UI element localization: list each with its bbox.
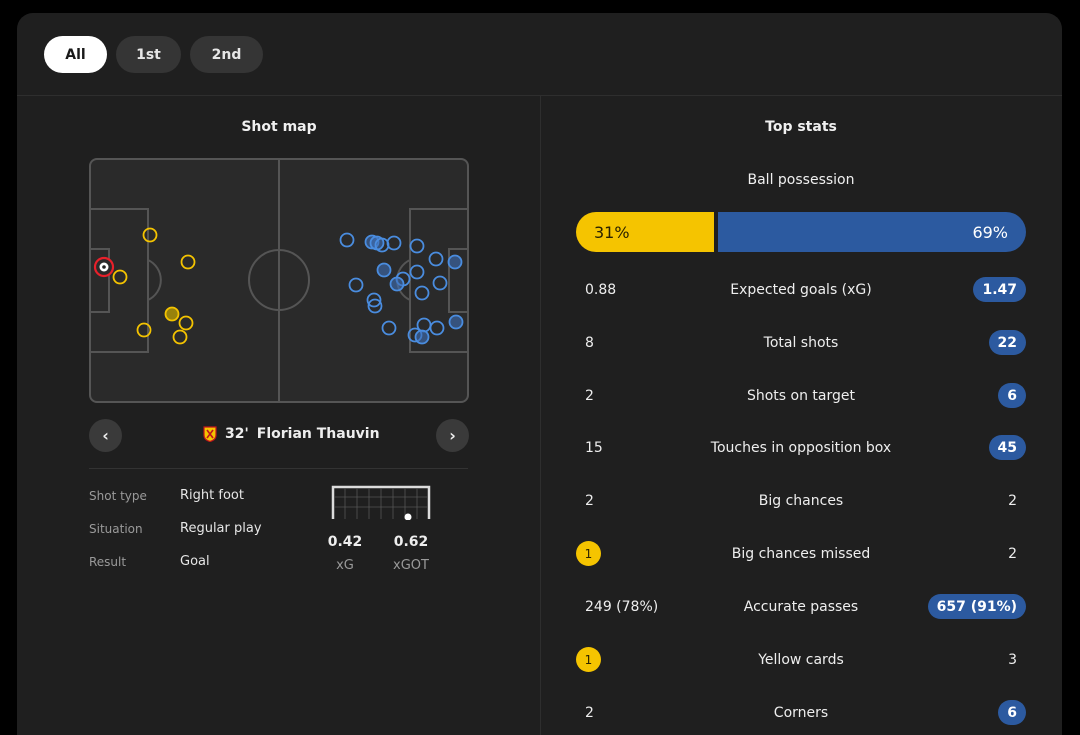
stat-row: Big chances missed 1 2 bbox=[576, 540, 1026, 568]
stat-row: Expected goals (xG) 0.88 1.47 bbox=[576, 276, 1026, 304]
away-shot-marker[interactable] bbox=[389, 276, 405, 292]
home-shots bbox=[93, 227, 196, 345]
top-stats-title: Top stats bbox=[765, 119, 837, 135]
rc-lens-badge-icon bbox=[203, 426, 217, 442]
possession-bar: 31% 69% bbox=[576, 212, 1026, 252]
xgot-value: 0.62 bbox=[393, 534, 429, 550]
stat-away-value: 657 (91%) bbox=[927, 594, 1026, 619]
stat-away-value: 6 bbox=[998, 383, 1026, 408]
stat-row: Total shots 8 22 bbox=[576, 329, 1026, 357]
possession-home: 31% bbox=[576, 212, 714, 252]
tab-first-half[interactable]: 1st bbox=[116, 36, 181, 73]
shot-map-title: Shot map bbox=[241, 119, 317, 135]
stat-label: Touches in opposition box bbox=[710, 440, 892, 456]
tab-all[interactable]: All bbox=[44, 36, 107, 73]
away-shot-marker[interactable] bbox=[409, 238, 425, 254]
goal-mouth-diagram bbox=[331, 485, 431, 520]
away-shot-marker[interactable] bbox=[414, 329, 430, 345]
stat-label: Yellow cards bbox=[758, 652, 844, 668]
column-divider bbox=[540, 95, 541, 735]
result-value: Goal bbox=[180, 554, 210, 569]
shot-minute: 32' bbox=[225, 426, 249, 442]
shot-map-pitch bbox=[89, 158, 469, 403]
stat-row: Accurate passes 249 (78%) 657 (91%) bbox=[576, 593, 1026, 621]
stat-row: Touches in opposition box 15 45 bbox=[576, 434, 1026, 462]
stat-away-value: 3 bbox=[1008, 652, 1017, 668]
xg-label: xG bbox=[336, 558, 354, 573]
shot-player-name: Florian Thauvin bbox=[256, 426, 380, 442]
stat-home-value: 2 bbox=[585, 705, 594, 721]
shot-detail-divider bbox=[89, 468, 468, 469]
stat-home-value: 249 (78%) bbox=[585, 599, 659, 615]
shot-type-label: Shot type bbox=[89, 489, 147, 503]
home-shot-marker[interactable] bbox=[112, 269, 128, 285]
stat-home-value: 1 bbox=[576, 647, 601, 672]
period-tabs: All 1st 2nd bbox=[44, 36, 263, 73]
away-shot-marker[interactable] bbox=[428, 251, 444, 267]
home-shot-marker[interactable] bbox=[180, 254, 196, 270]
stat-label: Total shots bbox=[763, 335, 839, 351]
home-shot-marker[interactable] bbox=[142, 227, 158, 243]
shot-type-value: Right foot bbox=[180, 488, 244, 503]
away-shot-marker[interactable] bbox=[414, 285, 430, 301]
stat-row: Big chances 2 2 bbox=[576, 487, 1026, 515]
stat-away-value: 2 bbox=[1008, 493, 1017, 509]
stat-away-value: 2 bbox=[1008, 546, 1017, 562]
stat-label: Shots on target bbox=[746, 388, 855, 404]
away-shot-marker[interactable] bbox=[432, 275, 448, 291]
away-shot-marker[interactable] bbox=[386, 235, 402, 251]
away-shot-marker[interactable] bbox=[448, 314, 464, 330]
stat-home-value: 2 bbox=[585, 388, 594, 404]
away-shot-marker[interactable] bbox=[429, 320, 445, 336]
possession-away: 69% bbox=[718, 212, 1026, 252]
previous-shot-button[interactable]: ‹ bbox=[89, 419, 122, 452]
result-label: Result bbox=[89, 555, 127, 569]
stat-home-value: 0.88 bbox=[585, 282, 617, 298]
away-shot-marker[interactable] bbox=[367, 298, 383, 314]
stat-home-value: 1 bbox=[576, 541, 601, 566]
stat-home-value: 8 bbox=[585, 335, 594, 351]
selected-shot-header: 32' Florian Thauvin bbox=[203, 426, 380, 442]
stat-away-value: 6 bbox=[998, 700, 1026, 725]
stat-away-value: 22 bbox=[988, 330, 1026, 355]
stat-label: Accurate passes bbox=[743, 599, 859, 615]
home-shot-marker[interactable] bbox=[164, 306, 180, 322]
away-shot-marker[interactable] bbox=[447, 254, 463, 270]
situation-label: Situation bbox=[89, 522, 143, 536]
away-shot-marker[interactable] bbox=[339, 232, 355, 248]
stat-row: Shots on target 2 6 bbox=[576, 382, 1026, 410]
chevron-right-icon: › bbox=[449, 426, 456, 445]
home-shot-marker[interactable] bbox=[178, 315, 194, 331]
away-shots bbox=[339, 232, 464, 345]
away-shot-marker[interactable] bbox=[381, 320, 397, 336]
stat-label: Corners bbox=[773, 705, 829, 721]
stat-label: Expected goals (xG) bbox=[730, 282, 872, 298]
selected-shot-marker[interactable] bbox=[93, 256, 115, 278]
xg-value: 0.42 bbox=[327, 534, 363, 550]
xgot-label: xGOT bbox=[393, 558, 429, 573]
next-shot-button[interactable]: › bbox=[436, 419, 469, 452]
tab-second-half[interactable]: 2nd bbox=[190, 36, 263, 73]
header-divider bbox=[17, 95, 1062, 96]
match-stats-card: All 1st 2nd Shot map bbox=[17, 13, 1062, 735]
away-shot-marker[interactable] bbox=[376, 262, 392, 278]
stat-home-value: 2 bbox=[585, 493, 594, 509]
stat-label: Big chances bbox=[758, 493, 844, 509]
stat-home-value: 15 bbox=[585, 440, 603, 456]
home-shot-marker[interactable] bbox=[136, 322, 152, 338]
stat-away-value: 1.47 bbox=[973, 277, 1026, 302]
ball-position-icon bbox=[404, 513, 412, 520]
away-shot-marker[interactable] bbox=[348, 277, 364, 293]
possession-title: Ball possession bbox=[747, 172, 855, 188]
away-shot-marker[interactable] bbox=[409, 264, 425, 280]
stat-away-value: 45 bbox=[988, 435, 1026, 460]
stat-label: Big chances missed bbox=[731, 546, 871, 562]
away-shot-marker[interactable] bbox=[366, 292, 382, 308]
situation-value: Regular play bbox=[180, 521, 262, 536]
home-shot-marker[interactable] bbox=[172, 329, 188, 345]
chevron-left-icon: ‹ bbox=[102, 426, 109, 445]
stat-row: Yellow cards 1 3 bbox=[576, 646, 1026, 674]
stat-row: Corners 2 6 bbox=[576, 699, 1026, 727]
